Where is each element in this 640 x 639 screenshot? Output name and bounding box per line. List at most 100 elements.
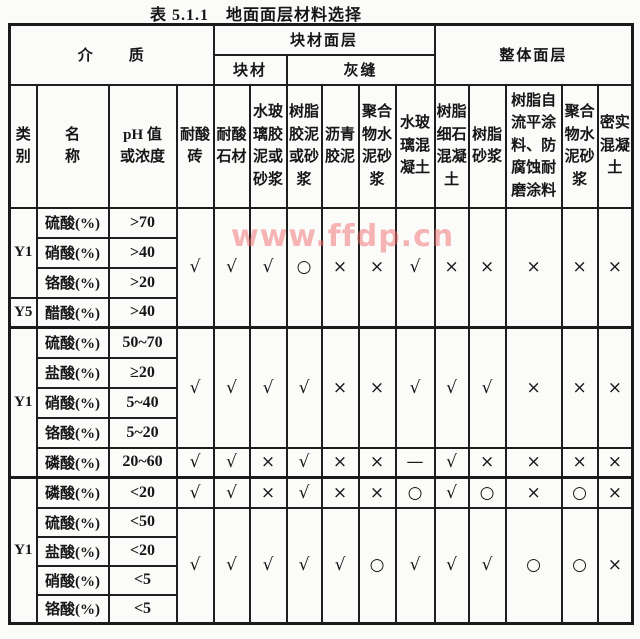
concentration-cell: 5~20 (107, 416, 178, 449)
mark-cell: √ (433, 506, 470, 625)
mark-cell: × (560, 206, 599, 329)
concentration-cell: <50 (107, 506, 178, 538)
mark-cell: × (320, 326, 360, 449)
concentration-cell: 5~40 (107, 386, 178, 419)
category-cell: Y1 (8, 326, 38, 479)
mark-cell: × (320, 446, 360, 479)
mark-cell: × (596, 446, 634, 479)
acid-name-cell: 盐酸(%) (35, 356, 110, 389)
mark-cell: √ (212, 206, 251, 329)
mark-cell: × (357, 476, 397, 509)
mark-cell: — (394, 446, 436, 479)
category-cell: Y1 (8, 476, 38, 625)
mark-cell: √ (394, 506, 436, 625)
acid-name-cell: 磷酸(%) (35, 476, 110, 509)
concentration-cell: 20~60 (107, 446, 178, 479)
mark-cell: × (504, 326, 563, 449)
column-header-asphalt-mastic: 沥青 胶泥 (320, 83, 360, 209)
mark-cell: × (596, 476, 634, 509)
acid-name-cell: 硫酸(%) (35, 206, 110, 239)
mark-cell: √ (212, 446, 251, 479)
acid-name-cell: 硝酸(%) (35, 386, 110, 419)
acid-name-cell: 硫酸(%) (35, 506, 110, 538)
mark-cell: ○ (285, 206, 323, 329)
mark-cell: × (504, 446, 563, 479)
mark-cell: × (504, 206, 563, 329)
mark-cell: √ (394, 326, 436, 449)
page-title: 表 5.1.1 地面面层材料选择 (149, 7, 362, 24)
mark-cell: ○ (467, 476, 507, 509)
mark-cell: × (433, 206, 470, 329)
column-header-waterglass-concrete: 水玻 璃混 凝土 (394, 83, 436, 209)
mark-cell: × (560, 326, 599, 449)
column-header-polymer-cement-2: 聚合 物水 泥砂 浆 (560, 83, 599, 209)
concentration-cell: <20 (107, 476, 178, 509)
column-header-resin-fine-concrete: 树脂 细石 混凝 土 (433, 83, 470, 209)
acid-name-cell: 硝酸(%) (35, 236, 110, 269)
mark-cell: √ (320, 506, 360, 625)
mark-cell: × (467, 206, 507, 329)
mark-cell: ○ (504, 506, 563, 625)
mark-cell: √ (467, 326, 507, 449)
acid-name-cell: 铬酸(%) (35, 593, 110, 625)
mark-cell: √ (394, 206, 436, 329)
concentration-cell: >20 (107, 266, 178, 299)
acid-name-cell: 铬酸(%) (35, 266, 110, 299)
mark-cell: √ (285, 446, 323, 479)
mark-cell: √ (285, 476, 323, 509)
mark-cell: √ (248, 506, 288, 625)
mark-cell: √ (212, 506, 251, 625)
mark-cell: √ (175, 206, 215, 329)
mark-cell: × (467, 446, 507, 479)
concentration-cell: 50~70 (107, 326, 178, 359)
mark-cell: √ (212, 476, 251, 509)
mark-cell: × (320, 206, 360, 329)
mark-cell: × (596, 326, 634, 449)
column-header-category: 类 别 (8, 83, 38, 209)
mark-cell: √ (175, 506, 215, 625)
mark-cell: √ (175, 326, 215, 449)
mark-cell: × (357, 446, 397, 479)
mark-cell: × (357, 326, 397, 449)
mark-cell: ○ (560, 506, 599, 625)
column-header-polymer-cement-1: 聚合 物水 泥砂 浆 (357, 83, 397, 209)
mark-cell: √ (285, 506, 323, 625)
column-header-dense-concrete: 密实 混凝 土 (596, 83, 634, 209)
column-header-ph: pH 值 或浓度 (107, 83, 178, 209)
mark-cell: √ (175, 446, 215, 479)
column-header-waterglass-mortar: 水玻 璃胶 泥或 砂浆 (248, 83, 288, 209)
header-block-sub: 块材 (212, 53, 288, 86)
column-header-name: 名 称 (35, 83, 110, 209)
mark-cell: √ (433, 446, 470, 479)
category-cell: Y5 (8, 296, 38, 329)
concentration-cell: <5 (107, 593, 178, 625)
mark-cell: × (248, 476, 288, 509)
concentration-cell: >40 (107, 296, 178, 329)
mark-cell: √ (212, 326, 251, 449)
column-header-selfleveling-coating: 树脂自 流平涂 料、防 腐蚀耐 磨涂料 (504, 83, 563, 209)
header-medium: 介 质 (8, 23, 215, 86)
header-block-surface-group: 块材面层 (212, 23, 436, 56)
column-header-resin-sand: 树脂 砂浆 (467, 83, 507, 209)
mark-cell: √ (285, 326, 323, 449)
mark-cell: × (357, 206, 397, 329)
concentration-cell: >70 (107, 206, 178, 239)
acid-name-cell: 盐酸(%) (35, 535, 110, 567)
mark-cell: √ (467, 506, 507, 625)
mark-cell: × (596, 206, 634, 329)
header-joint-sub: 灰缝 (285, 53, 436, 86)
concentration-cell: <20 (107, 535, 178, 567)
category-cell: Y1 (8, 206, 38, 299)
mark-cell: √ (175, 476, 215, 509)
acid-name-cell: 硝酸(%) (35, 564, 110, 596)
header-integral-surface-group: 整体面层 (433, 23, 634, 86)
mark-cell: × (560, 446, 599, 479)
mark-cell: ○ (357, 506, 397, 625)
table-5-1-1: 介 质 块材面层 整体面层 块材 灰缝 类 别 名 称 pH 值 或浓度 耐酸 … (8, 23, 635, 625)
mark-cell: × (320, 476, 360, 509)
acid-name-cell: 醋酸(%) (35, 296, 110, 329)
concentration-cell: >40 (107, 236, 178, 269)
mark-cell: ○ (560, 476, 599, 509)
mark-cell: × (248, 446, 288, 479)
mark-cell: ○ (394, 476, 436, 509)
